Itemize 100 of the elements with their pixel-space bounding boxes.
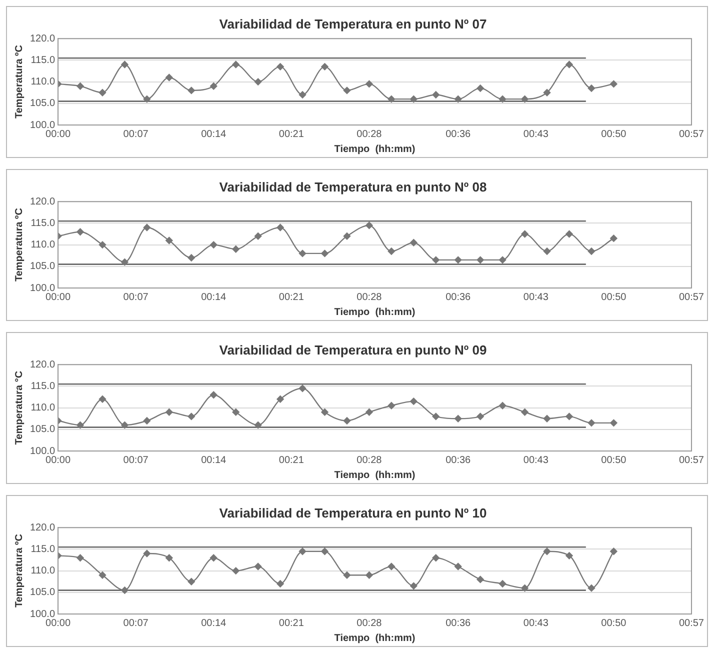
chart-title: Variabilidad de Temperatura en punto Nº 09 (219, 342, 487, 358)
y-tick-label: 105.0 (30, 261, 56, 272)
point (276, 396, 284, 403)
point (76, 421, 84, 429)
point (188, 86, 195, 94)
point (166, 236, 173, 244)
point (476, 576, 484, 584)
x-axis-title: Tiempo (hh:mm) (334, 632, 416, 644)
point (76, 554, 84, 562)
x-axis-title: Tiempo (hh:mm) (334, 470, 416, 481)
x-tick-label: 00:28 (356, 292, 382, 303)
x-tick-label: 00:50 (601, 128, 627, 140)
point (432, 412, 440, 420)
point (366, 408, 373, 416)
point (543, 548, 551, 555)
point (321, 63, 328, 70)
point (166, 74, 173, 82)
point (321, 408, 328, 416)
x-tick-label: 00:21 (278, 454, 304, 466)
y-tick-label: 120.0 (30, 522, 56, 534)
point (521, 95, 528, 103)
point (254, 562, 262, 570)
point (498, 95, 506, 103)
point (143, 550, 151, 558)
y-tick-label: 110.0 (30, 76, 56, 88)
point (566, 230, 573, 238)
point (232, 567, 240, 574)
point (521, 584, 528, 592)
point (188, 254, 195, 262)
point (498, 580, 506, 588)
point (210, 554, 218, 562)
x-tick-label: 00:28 (356, 618, 382, 629)
point (432, 554, 440, 562)
point (388, 95, 396, 103)
point (343, 232, 351, 240)
chart-title: Variabilidad de Temperatura en punto Nº 10 (219, 505, 487, 520)
point (566, 60, 573, 68)
point (98, 396, 106, 403)
x-tick-label: 00:14 (201, 128, 227, 140)
y-axis-title: Temperatura ºC (14, 208, 25, 282)
x-tick-label: 00:07 (123, 454, 149, 466)
y-tick-label: 120.0 (30, 33, 56, 44)
chart-title: Variabilidad de Temperatura en punto Nº 08 (219, 179, 487, 194)
point (188, 412, 195, 420)
point (610, 234, 618, 242)
point (232, 408, 240, 416)
y-tick-label: 110.0 (30, 240, 56, 251)
x-tick-label: 00:14 (201, 454, 227, 466)
x-tick-label: 00:36 (446, 618, 472, 629)
point (566, 412, 573, 420)
point (388, 402, 396, 410)
y-tick-label: 115.0 (30, 380, 56, 392)
point (76, 228, 84, 236)
point (298, 91, 306, 98)
point (210, 391, 218, 398)
x-tick-label: 00:07 (123, 128, 149, 140)
point (476, 84, 484, 92)
point (343, 417, 351, 424)
point (232, 246, 240, 253)
x-tick-label: 00:57 (678, 128, 704, 140)
point (588, 248, 596, 255)
y-tick-label: 100.0 (30, 282, 56, 294)
y-tick-label: 105.0 (30, 98, 56, 110)
point (254, 421, 262, 429)
point (410, 582, 418, 590)
point (143, 95, 151, 103)
y-tick-label: 110.0 (30, 566, 56, 577)
point (143, 417, 151, 424)
x-tick-label: 00:00 (46, 292, 71, 303)
point (410, 398, 418, 405)
point (366, 80, 373, 88)
y-axis-title: Temperatura ºC (14, 45, 25, 119)
y-tick-label: 105.0 (30, 424, 56, 436)
point (388, 562, 396, 570)
point (566, 552, 573, 560)
x-tick-label: 00:36 (446, 128, 472, 140)
point (388, 248, 396, 255)
point (343, 572, 351, 579)
point (121, 258, 128, 266)
x-tick-label: 00:57 (678, 618, 704, 629)
point (210, 82, 218, 90)
point (610, 419, 618, 427)
point (121, 586, 128, 594)
point (298, 548, 306, 555)
point (98, 572, 106, 579)
point (543, 248, 551, 255)
x-tick-label: 00:07 (123, 618, 149, 629)
point (143, 224, 151, 232)
point (588, 84, 596, 92)
x-tick-label: 00:00 (46, 128, 71, 140)
x-tick-label: 00:50 (601, 618, 627, 629)
x-tick-label: 00:43 (523, 454, 549, 466)
x-tick-label: 00:14 (201, 292, 227, 303)
point (121, 60, 128, 68)
point (454, 562, 462, 570)
point (454, 415, 462, 422)
y-tick-label: 110.0 (30, 402, 56, 414)
point (588, 584, 596, 592)
y-axis-title: Temperatura °C (14, 370, 25, 445)
x-tick-label: 00:57 (678, 292, 704, 303)
